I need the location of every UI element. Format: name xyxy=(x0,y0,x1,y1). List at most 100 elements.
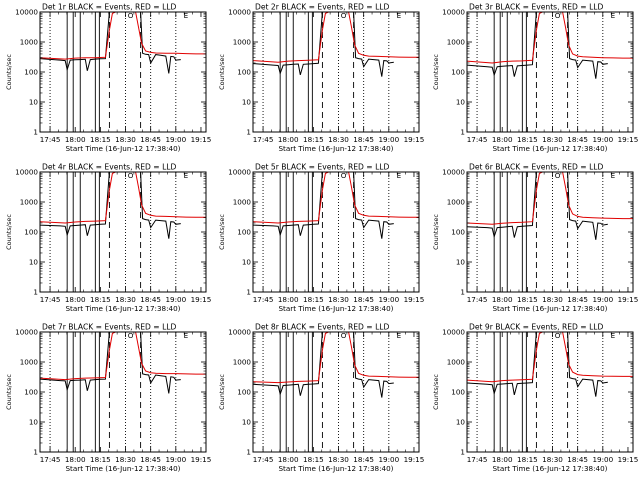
annotation-marker: E xyxy=(611,11,616,20)
panel-title: Det 5r BLACK = Events, RED = LLD xyxy=(255,163,390,172)
x-tick-label: 18:00 xyxy=(65,135,86,144)
plot-frame xyxy=(39,331,207,453)
plot-frame xyxy=(252,171,420,293)
y-tick-label: 1000 xyxy=(233,198,252,207)
annotation-marker: O xyxy=(128,11,134,20)
x-tick-label: 18:45 xyxy=(567,295,588,304)
x-tick-label: 18:15 xyxy=(517,295,538,304)
panel-title: Det 2r BLACK = Events, RED = LLD xyxy=(255,3,390,12)
panel-title: Det 1r BLACK = Events, RED = LLD xyxy=(42,3,177,12)
y-tick-label: 10000 xyxy=(442,328,465,337)
x-tick-label: 19:00 xyxy=(378,135,399,144)
annotation-marker: E xyxy=(184,331,189,340)
annotation-marker: O xyxy=(555,171,561,180)
series-line-lld xyxy=(40,11,206,60)
y-tick-label: 100 xyxy=(451,68,465,77)
x-tick-label: 18:15 xyxy=(90,455,111,464)
x-tick-label: 18:15 xyxy=(90,135,111,144)
x-tick-label: 18:45 xyxy=(567,455,588,464)
x-tick-label: 18:00 xyxy=(278,295,299,304)
y-tick-label: 10000 xyxy=(228,8,251,17)
x-tick-label: 19:15 xyxy=(191,295,212,304)
x-tick-label: 18:45 xyxy=(140,135,161,144)
y-tick-label: 1000 xyxy=(447,38,466,47)
x-axis-label: Start Time (16-Jun-12 17:38:40) xyxy=(65,464,180,473)
x-tick-label: 18:30 xyxy=(115,295,136,304)
annotation-marker: E xyxy=(184,171,189,180)
annotation-marker: O xyxy=(128,171,134,180)
y-tick-label: 1000 xyxy=(447,358,466,367)
y-tick-label: 10 xyxy=(29,258,39,267)
annotation-marker: O xyxy=(128,331,134,340)
y-tick-label: 100 xyxy=(237,68,251,77)
x-tick-label: 19:15 xyxy=(404,135,425,144)
y-tick-label: 10000 xyxy=(228,168,251,177)
x-tick-label: 19:00 xyxy=(378,455,399,464)
plot-frame xyxy=(39,11,207,133)
x-tick-label: 19:15 xyxy=(618,135,639,144)
plot-frame xyxy=(466,11,634,133)
x-tick-label: 19:15 xyxy=(618,295,639,304)
x-tick-label: 19:15 xyxy=(618,455,639,464)
x-tick-label: 18:00 xyxy=(278,135,299,144)
x-tick-label: 18:45 xyxy=(353,295,374,304)
y-axis-label: Counts/sec xyxy=(5,214,13,250)
x-tick-label: 18:15 xyxy=(303,135,324,144)
series-line-events xyxy=(40,331,181,394)
x-tick-label: 18:15 xyxy=(303,295,324,304)
panel-title: Det 4r BLACK = Events, RED = LLD xyxy=(42,163,177,172)
y-tick-label: 1000 xyxy=(447,198,466,207)
x-tick-label: 18:30 xyxy=(328,455,349,464)
panel-title: Det 6r BLACK = Events, RED = LLD xyxy=(469,163,604,172)
y-tick-label: 100 xyxy=(24,388,38,397)
y-tick-label: 100 xyxy=(24,68,38,77)
y-axis-label: Counts/sec xyxy=(218,374,226,410)
x-tick-label: 17:45 xyxy=(467,135,488,144)
plot-frame xyxy=(466,171,634,293)
x-tick-label: 17:45 xyxy=(253,295,274,304)
x-tick-label: 17:45 xyxy=(40,455,61,464)
x-tick-label: 18:45 xyxy=(567,135,588,144)
x-tick-label: 18:30 xyxy=(115,455,136,464)
x-axis-label: Start Time (16-Jun-12 17:38:40) xyxy=(65,304,180,313)
x-tick-label: 17:45 xyxy=(253,455,274,464)
x-tick-label: 17:45 xyxy=(40,135,61,144)
y-tick-label: 10 xyxy=(456,98,466,107)
series-line-lld xyxy=(253,331,419,384)
y-tick-label: 10 xyxy=(242,418,252,427)
y-tick-label: 100 xyxy=(237,228,251,237)
y-tick-label: 1 xyxy=(33,448,38,457)
annotation-marker: O xyxy=(555,331,561,340)
y-tick-label: 100 xyxy=(237,388,251,397)
annotation-marker: O xyxy=(341,171,347,180)
y-tick-label: 1 xyxy=(33,288,38,297)
x-tick-label: 19:00 xyxy=(378,295,399,304)
x-tick-label: 18:45 xyxy=(353,455,374,464)
y-tick-label: 1 xyxy=(460,128,465,137)
y-tick-label: 1 xyxy=(33,128,38,137)
y-tick-label: 1 xyxy=(460,448,465,457)
series-line-lld xyxy=(467,331,633,383)
plot-frame xyxy=(39,171,207,293)
panel-title: Det 3r BLACK = Events, RED = LLD xyxy=(469,3,604,12)
annotation-marker: E xyxy=(397,11,402,20)
series-line-lld xyxy=(40,331,206,381)
x-axis-label: Start Time (16-Jun-12 17:38:40) xyxy=(278,464,393,473)
plot-frame xyxy=(466,331,634,453)
panel-title: Det 7r BLACK = Events, RED = LLD xyxy=(42,323,177,332)
x-tick-label: 18:15 xyxy=(517,455,538,464)
series-line-lld xyxy=(467,11,633,64)
x-tick-label: 18:15 xyxy=(517,135,538,144)
panel-title: Det 9r BLACK = Events, RED = LLD xyxy=(469,323,604,332)
x-tick-label: 17:45 xyxy=(467,295,488,304)
annotation-marker: O xyxy=(341,11,347,20)
y-tick-label: 10 xyxy=(456,258,466,267)
y-tick-label: 10000 xyxy=(15,8,38,17)
x-tick-label: 19:00 xyxy=(165,295,186,304)
y-tick-label: 1 xyxy=(246,448,251,457)
x-tick-label: 18:00 xyxy=(492,455,513,464)
plot-frame xyxy=(252,331,420,453)
